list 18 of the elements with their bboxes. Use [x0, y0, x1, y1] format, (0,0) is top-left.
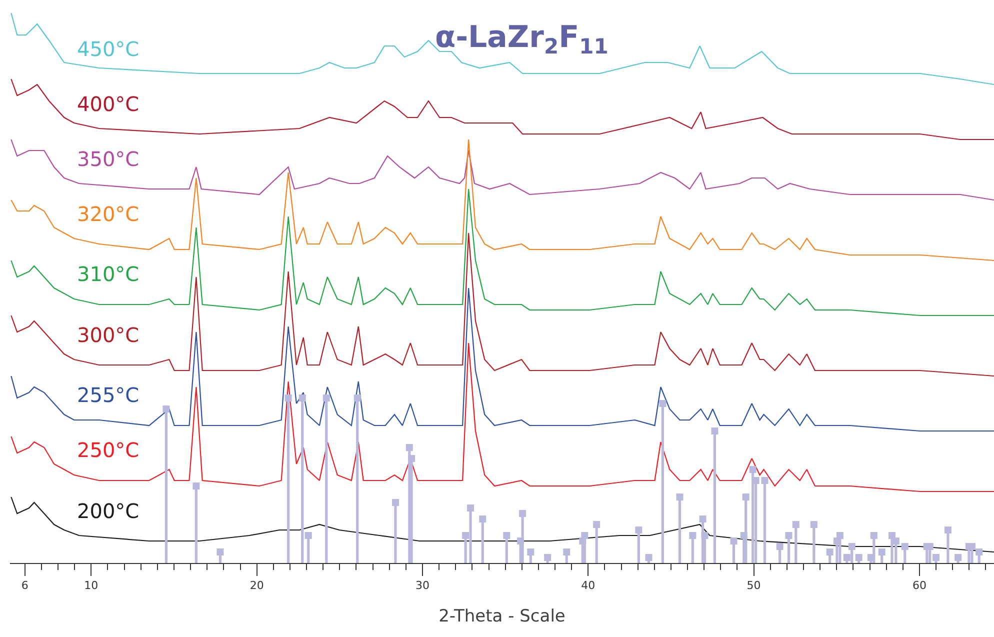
x-tick-label: 10 — [84, 579, 98, 592]
series-label: 400°C — [77, 92, 140, 116]
series-label: 200°C — [77, 499, 140, 523]
series-label: 320°C — [77, 202, 140, 226]
series-label: 300°C — [77, 323, 140, 347]
x-tick-label: 40 — [581, 579, 596, 592]
x-axis-title: 2-Theta - Scale — [438, 606, 566, 627]
series-label: 250°C — [77, 438, 140, 462]
series-label: 255°C — [77, 383, 140, 407]
x-tick-label: 30 — [415, 579, 430, 592]
x-tick-label: 50 — [746, 579, 761, 592]
x-tick-label: 60 — [912, 579, 926, 592]
x-tick-label: 6 — [21, 579, 28, 592]
series-label: 350°C — [77, 147, 140, 171]
series-label: 450°C — [77, 37, 140, 61]
chart-title: α-LaZr$_{2}$F$_{11}$ — [435, 20, 608, 58]
x-tick-label: 20 — [250, 579, 264, 592]
series-label: 310°C — [77, 262, 140, 286]
